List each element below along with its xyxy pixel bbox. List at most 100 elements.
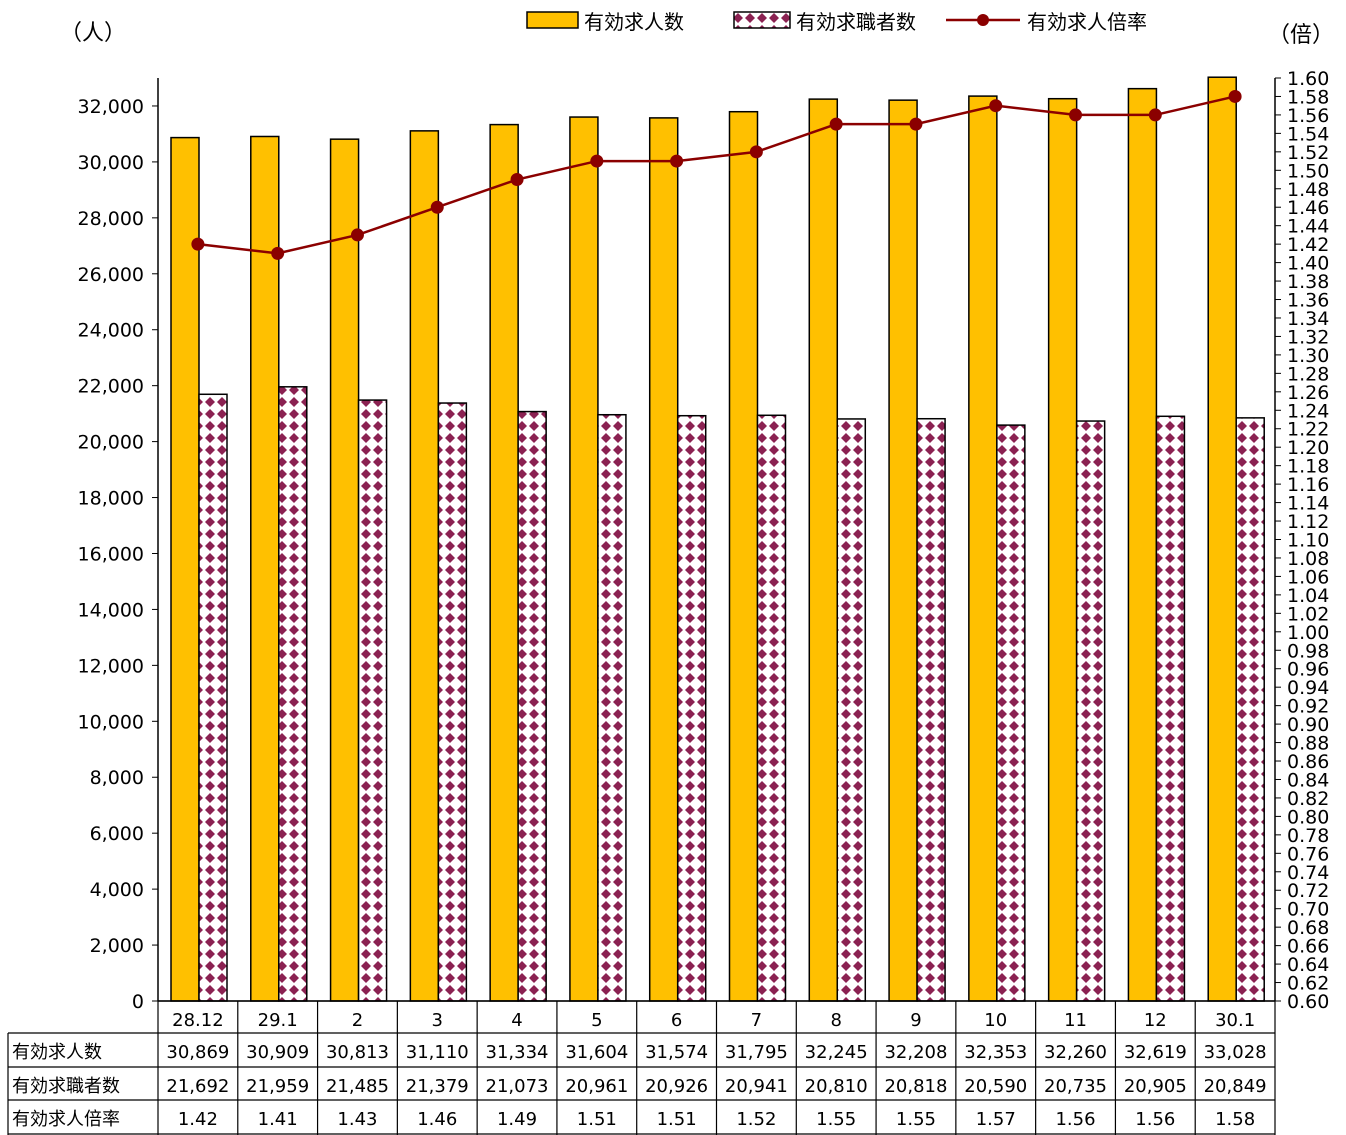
data-label: 21,692 [166,1076,229,1097]
ratio-point [191,237,205,251]
y-tick-label: 10,000 [78,711,144,733]
bar-job-openings [1207,76,1237,1002]
bar-job-seekers [198,393,228,1002]
ratio-point [749,145,763,159]
y2-tick-label: 0.88 [1287,733,1329,755]
data-label: 1.57 [976,1109,1016,1130]
y2-tick-label: 1.00 [1287,622,1329,644]
y2-tick-label: 1.50 [1287,160,1329,182]
job-openings-bars [170,76,1237,1002]
bar-job-openings [250,135,280,1002]
y2-tick-label: 1.18 [1287,456,1329,478]
y2-tick-label: 1.34 [1287,308,1329,330]
x-tick-label: 10 [984,1010,1007,1031]
data-label: 21,073 [486,1076,549,1097]
bar-job-openings [968,95,998,1002]
y2-tick-label: 0.92 [1287,696,1329,718]
bar-job-openings [1047,97,1078,1002]
y-tick-label: 32,000 [78,96,144,118]
y2-tick-label: 0.96 [1287,659,1329,681]
y2-tick-label: 1.20 [1287,437,1329,459]
data-label: 20,810 [805,1076,868,1097]
bar-job-openings [569,116,599,1002]
ratio-point [271,246,285,260]
data-label: 1.46 [417,1109,457,1130]
y-tick-label: 14,000 [78,599,144,621]
y2-tick-label: 0.68 [1287,917,1329,939]
data-label: 20,849 [1204,1076,1267,1097]
data-label: 21,379 [406,1076,469,1097]
y2-tick-label: 0.84 [1287,769,1329,791]
data-label: 20,905 [1124,1076,1187,1097]
x-tick-label: 5 [591,1010,602,1031]
table-row-header: 有効求職者数 [12,1076,120,1097]
data-label: 20,941 [725,1076,788,1097]
y-tick-label: 4,000 [90,879,144,901]
data-label: 31,604 [565,1042,628,1063]
y-tick-label: 26,000 [78,264,144,286]
data-label: 30,909 [246,1042,309,1063]
x-tick-label: 29.1 [258,1010,298,1031]
data-label: 31,110 [406,1042,469,1063]
y2-tick-label: 1.42 [1287,234,1329,256]
bar-job-seekers [437,402,468,1002]
data-label: 20,735 [1044,1076,1107,1097]
bar-job-seekers [916,417,946,1002]
y2-tick-label: 1.32 [1287,326,1329,348]
y-tick-label: 8,000 [90,767,144,789]
ratio-point [989,99,1003,113]
y2-tick-label: 0.78 [1287,825,1329,847]
data-label: 30,869 [166,1042,229,1063]
data-label: 21,485 [326,1076,389,1097]
y2-tick-label: 1.26 [1287,382,1329,404]
data-label: 32,245 [805,1042,868,1063]
bar-job-seekers [996,424,1026,1002]
y2-tick-label: 1.56 [1287,105,1329,127]
x-tick-label: 11 [1064,1010,1087,1031]
bar-job-openings [329,138,360,1002]
data-label: 1.58 [1215,1109,1255,1130]
bar-job-seekers [676,414,707,1002]
ratio-point [670,154,684,168]
x-tick-label: 28.12 [172,1010,224,1031]
data-table: 28.12 29.1 2 3 4 5 6 7 8 9 10 11 12 30.1 有効求人数 30,869 30… [7,1000,1276,1135]
x-tick-label: 9 [910,1010,921,1031]
table-row-header: 有効求人数 [12,1042,102,1063]
y2-tick-label: 0.60 [1287,991,1329,1013]
y-axis-unit-label: （人） [60,21,126,46]
y2-tick-label: 0.74 [1287,862,1329,884]
legend: 有効求人数 有効求職者数 有効求人倍率 [526,10,1147,34]
y2-tick-label: 1.44 [1287,216,1329,238]
x-tick-label: 12 [1144,1010,1167,1031]
table-row-header: 有効求人倍率 [12,1109,120,1130]
y2-tick-label: 0.82 [1287,788,1329,810]
bar-job-openings [648,117,679,1002]
bar-job-openings [489,123,519,1002]
y-tick-label: 12,000 [78,655,144,677]
bar-job-seekers [836,418,867,1002]
y2-tick-label: 1.22 [1287,419,1329,441]
data-label: 1.56 [1055,1109,1095,1130]
y2-tick-label: 1.40 [1287,253,1329,275]
x-tick-label: 30.1 [1215,1010,1255,1031]
y2-tick-label: 0.70 [1287,899,1329,921]
y2-axis-ticks: 0.600.620.640.660.680.700.720.740.760.78… [1275,68,1329,1013]
y-axis-ticks: 0 2,000 4,000 6,000 8,000 10,000 12,000 14,000 1… [78,96,158,1013]
y2-tick-label: 0.72 [1287,880,1329,902]
bar-job-seekers [357,399,388,1002]
y-tick-label: 0 [132,991,144,1013]
data-label: 1.42 [178,1109,218,1130]
ratio-line [197,95,1236,255]
bar-job-seekers [756,414,787,1002]
y2-tick-label: 1.24 [1287,400,1329,422]
y2-tick-label: 1.54 [1287,123,1329,145]
legend-marker-ratio [977,14,989,26]
data-label: 1.51 [577,1109,617,1130]
data-label: 31,574 [645,1042,708,1063]
ratio-point [510,173,524,187]
y2-tick-label: 1.28 [1287,363,1329,385]
ratio-point [1069,108,1083,122]
y-tick-label: 28,000 [78,208,144,230]
y2-tick-label: 1.48 [1287,179,1329,201]
